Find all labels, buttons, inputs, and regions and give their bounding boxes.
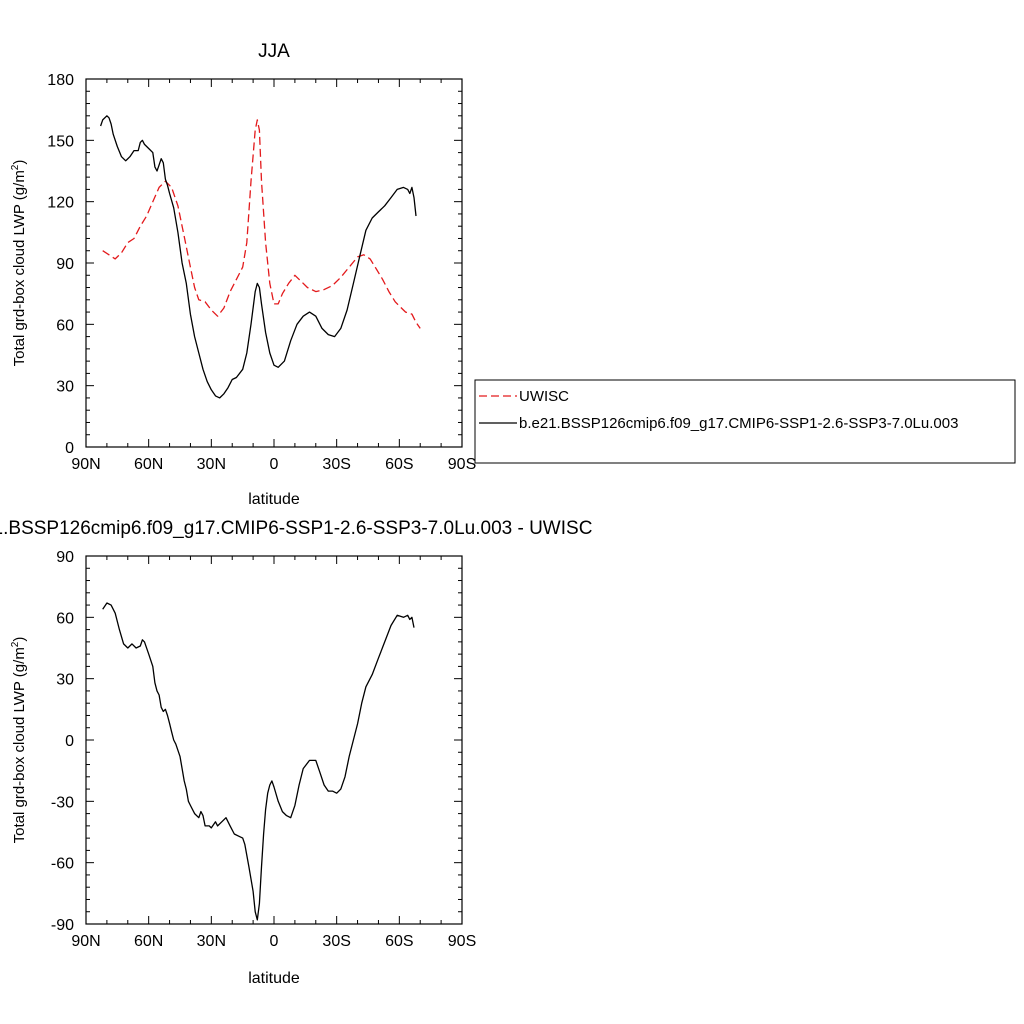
y-tick-label: 0 (65, 440, 74, 457)
x-tick-label: 60N (134, 456, 163, 473)
y-tick-label: 30 (56, 379, 74, 396)
y-axis-label-unit: (g/m (11, 647, 28, 677)
x-tick-label: 0 (270, 456, 279, 473)
x-tick-label: 90N (71, 456, 100, 473)
y-tick-label: 90 (56, 549, 74, 566)
y-tick-label: -90 (51, 917, 74, 934)
chart-panel-bottom: b.e21.BSSP126cmip6.f09_g17.CMIP6-SSP1-2.… (0, 518, 592, 987)
x-tick-label: 60N (134, 933, 163, 950)
y-axis-label-unit: (g/m (11, 170, 28, 200)
y-axis-label-unit-close: ) (11, 637, 28, 642)
y-tick-label: 180 (47, 72, 74, 89)
x-tick-label: 0 (270, 933, 279, 950)
legend-box (474, 379, 1016, 464)
y-axis-label-text: Total grd-box cloud LWP (11, 677, 28, 843)
x-tick-label: 30S (322, 933, 350, 950)
y-tick-label: 60 (56, 317, 74, 334)
x-tick-label: 30N (197, 933, 226, 950)
legend-label: UWISC (519, 388, 569, 405)
x-tick-label: 90N (71, 933, 100, 950)
chart-title: JJA (258, 41, 290, 62)
y-tick-label: 0 (65, 733, 74, 750)
plot-frame (85, 555, 463, 925)
legend-label: b.e21.BSSP126cmip6.f09_g17.CMIP6-SSP1-2.… (519, 415, 958, 432)
y-tick-label: 60 (56, 610, 74, 627)
y-tick-label: 90 (56, 256, 74, 273)
chart-panel-top: JJA 90N 60N 30N 0 30S 60S 90S 0 30 60 90 120 150 180 la… (10, 41, 476, 508)
y-axis-label-text: Total grd-box cloud LWP (11, 200, 28, 366)
x-tick-label: 60S (385, 456, 413, 473)
x-axis-label: latitude (248, 970, 300, 987)
chart-title: b.e21.BSSP126cmip6.f09_g17.CMIP6-SSP1-2.… (0, 518, 592, 539)
series-line-uwisc (102, 119, 421, 329)
y-axis-label-unit-exponent: 2 (10, 164, 21, 170)
y-axis-label: Total grd-box cloud LWP (g/m2) (10, 637, 28, 844)
y-axis-label-unit-close: ) (11, 160, 28, 165)
y-tick-label: 150 (47, 133, 74, 150)
x-tick-label: 30N (197, 456, 226, 473)
plot-frame (85, 78, 463, 448)
series-line-model (99, 115, 417, 399)
y-axis-label: Total grd-box cloud LWP (g/m2) (10, 160, 28, 367)
chart-legend: UWISC b.e21.BSSP126cmip6.f09_g17.CMIP6-SS… (474, 379, 1016, 464)
x-axis-label: latitude (248, 491, 300, 508)
x-tick-label: 90S (448, 456, 476, 473)
y-axis-label-unit-exponent: 2 (10, 641, 21, 647)
x-tick-label: 60S (385, 933, 413, 950)
y-tick-label: -60 (51, 856, 74, 873)
x-tick-label: 30S (322, 456, 350, 473)
y-tick-label: 30 (56, 672, 74, 689)
x-tick-label: 90S (448, 933, 476, 950)
y-tick-label: -30 (51, 794, 74, 811)
y-tick-label: 120 (47, 195, 74, 212)
series-line-model (102, 602, 415, 921)
